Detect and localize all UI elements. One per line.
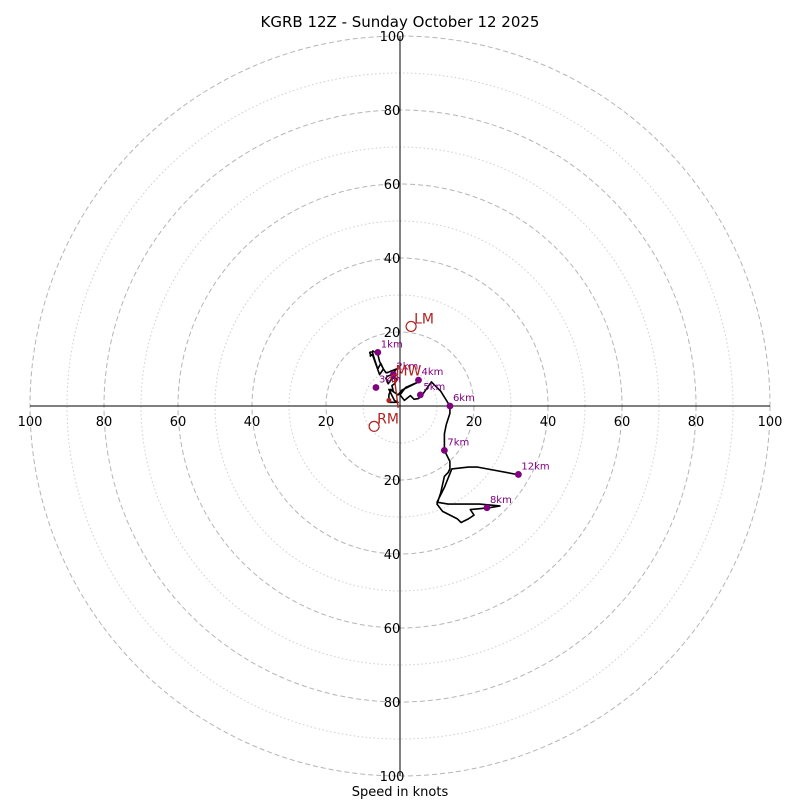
height-marker-6km	[446, 402, 454, 410]
shear-vector	[393, 378, 399, 408]
height-label-12km: 12km	[521, 461, 549, 472]
tick-left-40: 40	[244, 415, 261, 430]
storm-motion: LM RM MW	[368, 311, 434, 432]
height-label-8km: 8km	[490, 495, 512, 506]
tick-bottom-40: 40	[384, 548, 401, 563]
left-mover-marker	[405, 320, 417, 333]
tick-top-20: 20	[384, 326, 401, 341]
tick-bottom-80: 80	[384, 696, 401, 711]
height-marker-5km	[416, 391, 424, 399]
right-mover-marker	[368, 420, 380, 432]
tick-left-60: 60	[170, 415, 187, 430]
height-label-5km: 5km	[423, 382, 445, 393]
mean-wind-label: MW	[395, 363, 421, 379]
height-marker-8km	[483, 504, 491, 512]
height-marker-12km	[515, 471, 522, 478]
tick-top-100: 100	[380, 30, 405, 45]
surface-point	[386, 397, 392, 403]
height-markers: 1km 2km 3km 4km 5km 6km 7km 8km 12km	[372, 339, 550, 512]
x-axis-label: Speed in knots	[352, 785, 449, 800]
tick-top-40: 40	[384, 252, 401, 267]
tick-left-80: 80	[96, 415, 113, 430]
tick-right-20: 20	[466, 415, 483, 430]
tick-top-60: 60	[384, 178, 401, 193]
tick-right-40: 40	[540, 415, 557, 430]
hodograph-trace	[368, 349, 517, 524]
height-marker-3km	[372, 384, 380, 391]
height-label-3km: 3km	[379, 375, 401, 386]
tick-left-100: 100	[18, 415, 43, 430]
left-mover-label: LM	[414, 311, 434, 327]
height-label-1km: 1km	[381, 339, 403, 350]
height-marker-1km	[374, 348, 382, 356]
tick-left-20: 20	[318, 415, 335, 430]
tick-bottom-20: 20	[384, 474, 401, 489]
chart-title: KGRB 12Z - Sunday October 12 2025	[261, 13, 540, 31]
tick-right-100: 100	[758, 415, 783, 430]
axes	[30, 36, 770, 776]
wind-profile-line	[368, 349, 517, 524]
height-marker-7km	[441, 447, 448, 454]
height-label-6km: 6km	[453, 393, 475, 404]
mean-wind-marker	[390, 374, 399, 383]
tick-bottom-60: 60	[384, 622, 401, 637]
height-label-2km: 2km	[396, 362, 418, 373]
tick-bottom-100: 100	[380, 770, 405, 785]
tick-labels: 20 20 20 20 40 40 40 40 60 60 60 60 80 80 80 80 100 100 10…	[18, 30, 783, 785]
tick-right-60: 60	[614, 415, 631, 430]
height-label-4km: 4km	[422, 367, 444, 378]
height-label-7km: 7km	[447, 437, 469, 448]
tick-top-80: 80	[384, 104, 401, 119]
tick-right-80: 80	[688, 415, 705, 430]
right-mover-label: RM	[377, 411, 399, 427]
height-marker-4km	[415, 376, 422, 384]
